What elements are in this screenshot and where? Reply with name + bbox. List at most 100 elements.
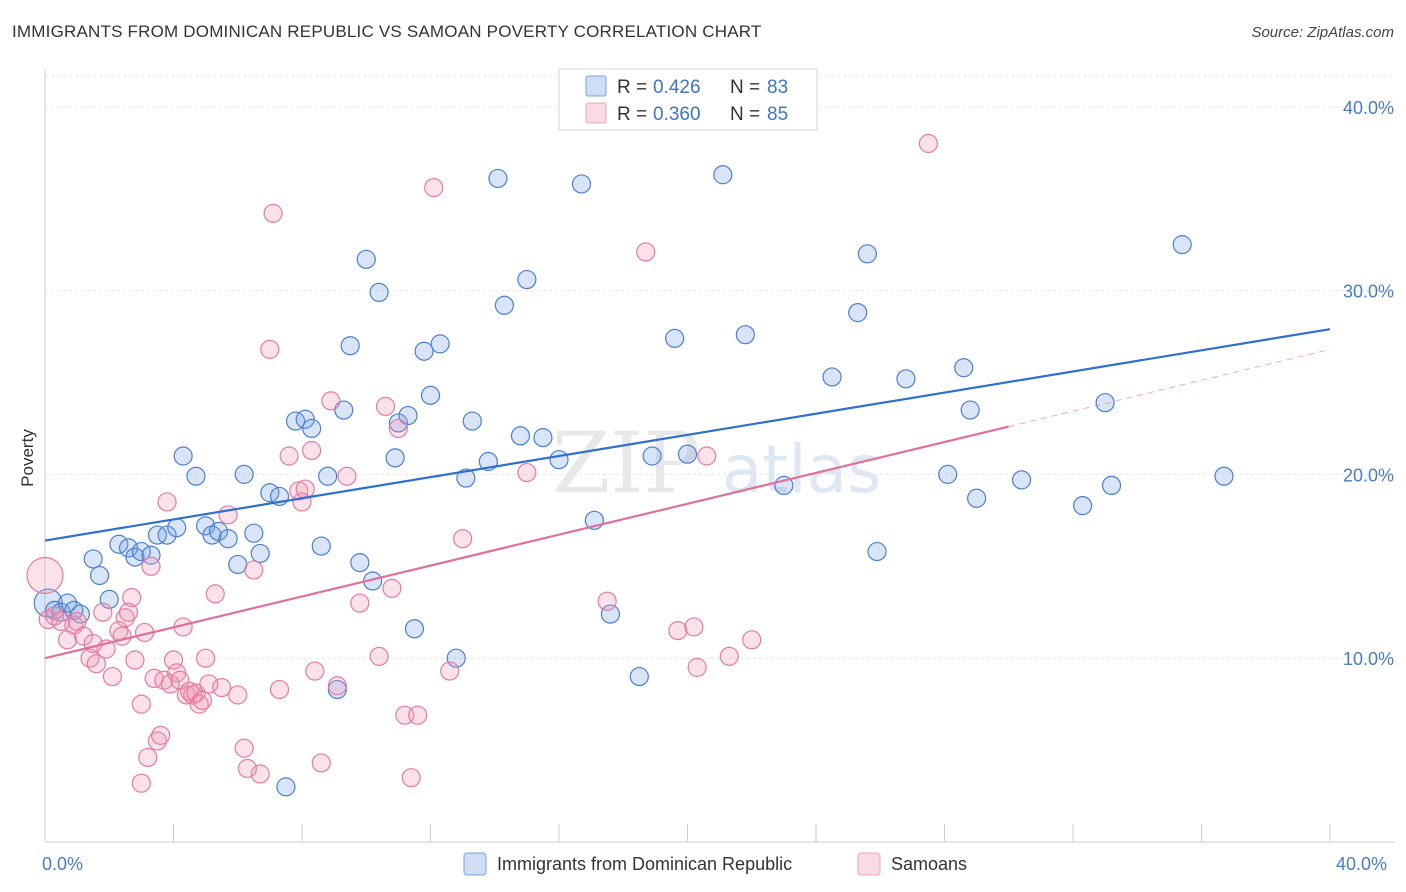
dominican-point-70: [848, 303, 868, 323]
y-tick-label-2: 30.0%: [1343, 282, 1394, 302]
samoan-point-10: [86, 654, 107, 674]
x-tick-max: 40.0%: [1336, 854, 1387, 874]
dominican-point-32: [302, 418, 322, 439]
dominican-point-76: [960, 400, 980, 420]
dominican-point-46: [414, 341, 434, 361]
dominican-point-55: [510, 426, 531, 446]
dominican-point-23: [228, 554, 248, 575]
dominican-point-7: [90, 565, 110, 586]
dominican-point-50: [456, 468, 476, 488]
samoan-point-43: [212, 677, 232, 698]
watermark: ZIP atlas: [552, 414, 882, 512]
dominican-point-30: [285, 411, 306, 431]
y-tick-label-0: 10.0%: [1343, 649, 1394, 669]
samoan-point-56: [305, 661, 325, 681]
dominican-point-47: [420, 385, 441, 405]
dominican-point-43: [388, 413, 408, 433]
samoan-point-58: [321, 391, 341, 411]
series-legend-swatch-blue: [463, 852, 487, 876]
x-tick-min: 0.0%: [42, 854, 83, 874]
y-axis-label: Poverty: [18, 429, 37, 487]
samoan-point-80: [918, 133, 939, 154]
dominican-point-44: [398, 405, 418, 426]
dominican-point-78: [1011, 470, 1032, 490]
dominican-point-38: [350, 553, 370, 573]
dominican-point-79: [1073, 496, 1093, 516]
samoan-point-42: [205, 584, 225, 604]
samoan-point-26: [151, 725, 171, 745]
trend-lines: [44, 328, 1331, 660]
samoan-point-5: [64, 615, 84, 635]
samoan-point-19: [125, 650, 145, 670]
dominican-point-39: [356, 249, 376, 269]
dominican-point-4: [64, 600, 84, 621]
samoan-point-57: [311, 753, 331, 773]
samoan-trend-extension: [1008, 348, 1331, 428]
samoan-point-23: [141, 556, 161, 576]
dominican-point-56: [517, 269, 537, 290]
dominican-point-71: [857, 244, 878, 264]
dominican-point-37: [340, 336, 360, 356]
samoan-point-25: [147, 731, 168, 751]
dominican-point-77: [967, 488, 987, 508]
samoan-point-68: [408, 705, 428, 725]
dominican-point-9: [109, 534, 129, 554]
dominican-point-6: [83, 549, 103, 569]
dominican-point-53: [488, 168, 508, 189]
legend-n-value-1: 83: [767, 77, 788, 98]
dominican-point-21: [208, 521, 229, 541]
samoan-point-63: [375, 396, 396, 416]
dominican-point-54: [494, 295, 514, 315]
dominican-point-12: [131, 541, 151, 562]
dominican-point-75: [954, 358, 974, 378]
samoan-point-41: [199, 674, 219, 694]
series-legend-label-blue: Immigrants from Dominican Republic: [497, 854, 792, 874]
samoan-point-20: [131, 694, 151, 714]
dominican-point-34: [318, 466, 338, 486]
samoan-point-13: [102, 666, 123, 687]
samoan-point-59: [327, 676, 347, 696]
series-legend-label-pink: Samoans: [891, 854, 967, 874]
samoan-point-39: [192, 690, 213, 711]
dominican-point-69: [822, 367, 842, 387]
y-tick-label-3: 40.0%: [1343, 98, 1394, 118]
samoan-point-15: [112, 626, 132, 646]
samoan-point-51: [269, 679, 290, 700]
legend-r-label-2: R =: [617, 104, 647, 125]
dominican-point-48: [430, 334, 450, 354]
samoan-point-16: [115, 608, 135, 628]
samoan-point-77: [687, 657, 707, 677]
samoan-point-72: [517, 462, 537, 483]
samoan-point-55: [302, 440, 322, 461]
dominican-point-57: [533, 428, 553, 448]
dominican-point-72: [867, 541, 887, 562]
dominican-point-82: [1172, 235, 1192, 255]
samoan-point-50: [263, 203, 283, 223]
samoan-point-11: [93, 602, 113, 622]
watermark-atlas: atlas: [722, 431, 882, 508]
dominican-point-59: [571, 174, 592, 194]
dominican-point-26: [250, 543, 270, 564]
legend-swatch-blue: [585, 75, 607, 97]
samoan-point-75: [668, 621, 688, 641]
samoan-point-38: [189, 694, 209, 714]
samoan-trend-line: [44, 425, 1010, 660]
samoan-point-3: [51, 611, 71, 632]
legend-box: R = 0.426 N = 83 R = 0.360 N = 85: [558, 68, 818, 131]
samoan-point-60: [337, 466, 357, 486]
samoan-point-82: [295, 479, 315, 499]
samoan-point-81: [697, 446, 717, 466]
dominican-point-27: [260, 483, 280, 503]
legend-r-label-1: R =: [617, 77, 647, 98]
series-dominican-points: [33, 165, 1234, 797]
dominican-point-24: [234, 464, 254, 484]
samoan-point-79: [742, 630, 762, 650]
samoan-point-67: [401, 768, 421, 788]
samoan-point-29: [160, 674, 180, 694]
dominican-point-74: [938, 464, 958, 484]
legend-r-value-2: 0.360: [653, 104, 701, 125]
dominican-point-66: [713, 165, 733, 185]
samoan-point-7: [73, 626, 94, 646]
samoan-point-83: [237, 758, 257, 779]
